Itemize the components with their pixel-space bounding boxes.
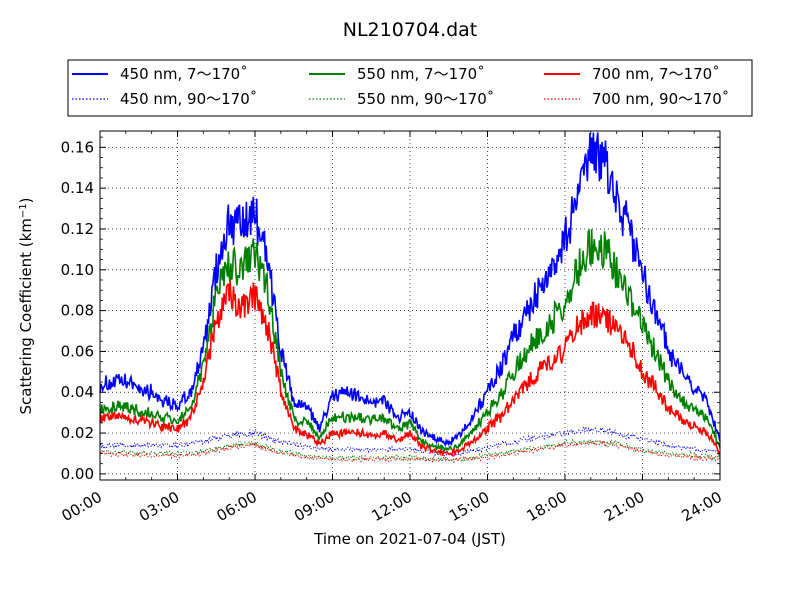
chart-title: NL210704.dat (343, 19, 478, 41)
legend-label-700-back: 700 nm, 90～170˚ (592, 90, 729, 108)
series-line-1 (99, 425, 721, 458)
y-tick-label: 0.14 (61, 179, 94, 197)
y-tick-label: 0.00 (61, 465, 94, 483)
y-tick-label: 0.12 (61, 220, 94, 238)
y-axis-label: Scattering Coefficient (km−1) (17, 197, 35, 414)
x-axis-label: Time on 2021-07-04 (JST) (313, 530, 506, 548)
series-layer (99, 132, 721, 464)
series-line-4 (99, 280, 721, 458)
y-tick-label: 0.10 (61, 261, 94, 279)
legend: 450 nm, 7～170˚ 450 nm, 90～170˚ 550 nm, 7… (67, 59, 753, 117)
series-line-0 (99, 132, 721, 448)
y-tick-label: 0.04 (61, 383, 94, 401)
legend-box (67, 59, 753, 117)
legend-label-450-back: 450 nm, 90～170˚ (120, 90, 257, 108)
legend-label-550-back: 550 nm, 90～170˚ (357, 90, 494, 108)
series-line-5 (99, 438, 721, 463)
y-tick-label: 0.08 (61, 302, 94, 320)
y-tick-label: 0.02 (61, 424, 94, 442)
y-axis-label-sup: −1 (18, 203, 29, 218)
series-line-2 (99, 228, 721, 453)
y-tick-label: 0.06 (61, 342, 94, 360)
series-line-3 (99, 438, 721, 464)
y-tick-label: 0.16 (61, 138, 94, 156)
legend-label-450-full: 450 nm, 7～170˚ (120, 65, 248, 83)
y-axis-label-close: ) (17, 197, 35, 203)
legend-label-700-full: 700 nm, 7～170˚ (592, 65, 720, 83)
y-axis-label-main: Scattering Coefficient (km (17, 218, 35, 414)
legend-label-550-full: 550 nm, 7～170˚ (357, 65, 485, 83)
